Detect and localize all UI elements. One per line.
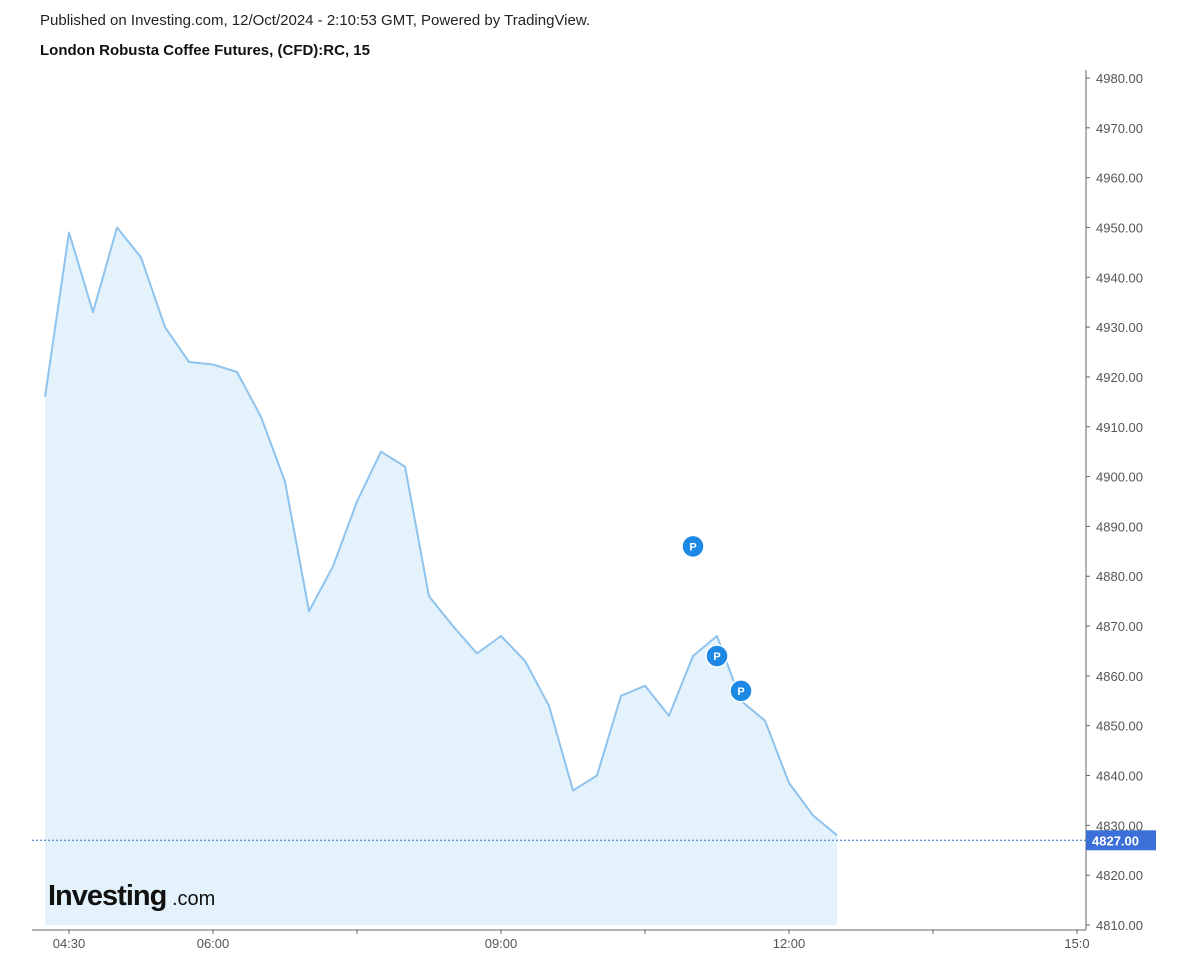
time-axis[interactable]: 04:30 06:00 09:00 12:00 15:0	[32, 929, 1090, 951]
time-tick-label: 15:0	[1064, 936, 1089, 951]
price-point	[620, 695, 622, 697]
price-point	[452, 625, 454, 627]
price-axis[interactable]: 4980.00 4970.00 4960.00 4950.00 4940.00 4930.…	[1085, 70, 1143, 933]
price-point	[644, 685, 646, 687]
price-tick-label: 4910.00	[1096, 420, 1143, 435]
price-tick-label: 4840.00	[1096, 769, 1143, 784]
last-price-label: 4827.00	[1092, 833, 1139, 848]
price-line	[44, 226, 838, 837]
price-tick-label: 4950.00	[1096, 220, 1143, 235]
time-tick-label: 04:30	[53, 936, 86, 951]
price-point	[380, 451, 382, 453]
price-tick-label: 4860.00	[1096, 669, 1143, 684]
logo-suffix-text: .com	[172, 888, 215, 910]
event-marker-circle	[705, 644, 729, 668]
price-point	[548, 705, 550, 707]
line-layer	[44, 226, 838, 837]
price-point	[788, 782, 790, 784]
price-tick-label: 4970.00	[1096, 121, 1143, 136]
price-tick-label: 4870.00	[1096, 619, 1143, 634]
price-point	[476, 653, 478, 655]
price-point	[332, 565, 334, 567]
price-tick-label: 4820.00	[1096, 868, 1143, 883]
price-point	[596, 775, 598, 777]
price-point	[668, 715, 670, 717]
last-price-label-layer: 4827.00	[1086, 830, 1156, 851]
price-point	[356, 501, 358, 503]
price-point	[44, 396, 46, 398]
price-point	[92, 311, 94, 313]
price-tick-label: 4930.00	[1096, 320, 1143, 335]
marker-layer: P P P	[681, 534, 753, 703]
price-point	[236, 371, 238, 373]
event-marker-label: P	[713, 651, 720, 663]
price-point	[692, 655, 694, 657]
price-point	[764, 720, 766, 722]
time-tick-label: 09:00	[485, 936, 518, 951]
price-point	[188, 361, 190, 363]
event-marker[interactable]: P	[705, 644, 729, 668]
price-tick-label: 4980.00	[1096, 71, 1143, 86]
price-point	[812, 814, 814, 816]
price-point	[308, 610, 310, 612]
price-point	[404, 466, 406, 468]
last-price-badge	[1086, 830, 1156, 851]
event-marker-circle	[729, 679, 753, 703]
time-tick-label: 12:00	[773, 936, 806, 951]
price-point	[716, 635, 718, 637]
logo-brand-text: Investing	[48, 880, 166, 912]
price-tick-label: 4850.00	[1096, 719, 1143, 734]
price-point	[836, 834, 838, 836]
price-tick-label: 4940.00	[1096, 270, 1143, 285]
price-area-fill	[45, 227, 837, 925]
price-tick-label: 4880.00	[1096, 569, 1143, 584]
event-marker-circle	[681, 534, 705, 559]
price-tick-label: 4830.00	[1096, 818, 1143, 833]
price-tick-label: 4810.00	[1096, 918, 1143, 933]
event-marker-label: P	[689, 541, 696, 553]
price-point	[116, 227, 118, 229]
event-marker[interactable]: P	[681, 534, 705, 559]
published-note: Published on Investing.com, 12/Oct/2024 …	[40, 12, 591, 29]
price-point	[524, 660, 526, 662]
area-layer	[45, 227, 837, 925]
price-point	[500, 635, 502, 637]
price-point	[212, 364, 214, 366]
price-tick-label: 4960.00	[1096, 171, 1143, 186]
price-point	[140, 256, 142, 258]
event-marker[interactable]: P	[729, 679, 753, 703]
time-tick-label: 06:00	[197, 936, 230, 951]
investing-logo: Investing .com	[48, 880, 215, 912]
price-point	[68, 232, 70, 234]
price-tick-label: 4920.00	[1096, 370, 1143, 385]
price-point	[164, 326, 166, 328]
price-point	[260, 416, 262, 418]
price-tick-label: 4900.00	[1096, 470, 1143, 485]
price-point	[428, 595, 430, 597]
price-point	[572, 790, 574, 792]
event-marker-label: P	[737, 686, 744, 698]
price-point	[284, 481, 286, 483]
symbol-title: London Robusta Coffee Futures, (CFD):RC,…	[40, 42, 370, 59]
price-tick-label: 4890.00	[1096, 519, 1143, 534]
